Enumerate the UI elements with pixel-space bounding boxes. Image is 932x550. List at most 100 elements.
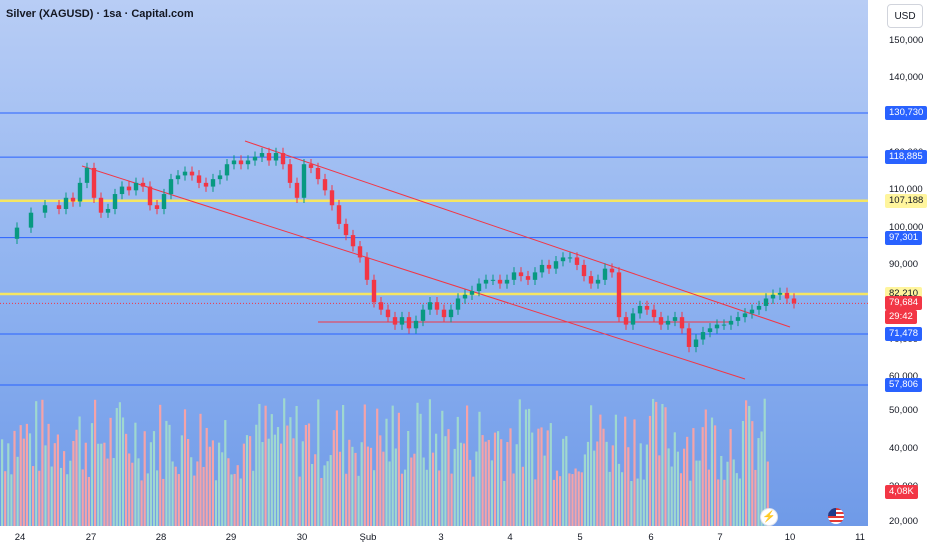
candle-body [455,298,461,310]
volume-bar [602,428,605,526]
volume-bar [270,414,273,526]
current-volume-label: 4,08K [885,485,918,499]
candle-body [490,279,496,281]
volume-bar [193,475,196,526]
volume-bar [397,412,400,526]
volume-bar [524,409,528,526]
candle-body [399,317,405,325]
candle-body [483,279,489,284]
volume-bar [72,440,75,526]
volume-bar [97,443,100,526]
candle-body [700,332,706,340]
volume-bar [245,435,249,526]
volume-bar [53,443,56,526]
volume-bar [391,405,394,526]
volume-bar [354,452,357,526]
volume-bar [56,434,59,526]
volume-bar [292,438,295,526]
volume-bar [1,439,4,526]
volume-bar [214,480,218,526]
volume-bar [394,448,397,526]
volume-bar [32,466,35,526]
candle-body [630,313,636,325]
volume-bar [140,480,143,526]
volume-bar [314,454,317,526]
volume-bar [689,480,692,526]
candle-body [644,305,650,310]
time-tick-label: 10 [784,532,796,543]
volume-bar [137,458,140,526]
candle-body [238,160,244,165]
volume-bar [28,433,32,526]
candle-body [791,298,797,304]
volume-bar [425,469,428,526]
volume-bar [81,469,84,526]
volume-bar [462,443,466,526]
candle-body [322,179,328,191]
volume-bar [608,471,611,526]
volume-bar [106,458,109,526]
price-tick-label: 110,000 [889,184,923,196]
level-price-label: 57,806 [885,378,923,392]
volume-bar [357,475,360,526]
volume-bar [152,431,156,526]
volume-bar [180,435,183,526]
candle-body [245,160,251,165]
volume-bar [205,427,208,526]
volume-bar [38,470,41,526]
volume-bar [388,461,391,526]
volume-bar [22,438,25,526]
volume-bar [469,459,472,526]
volume-bar [642,479,645,526]
candle-body [560,257,566,262]
candle-body [217,175,223,180]
candle-body [518,272,524,277]
trend-line-lower [81,165,746,380]
candle-body [462,294,468,299]
us-flag-icon[interactable] [828,508,844,524]
volume-bar [351,446,354,526]
volume-bar [766,461,769,526]
volume-bar [614,414,617,526]
volume-bar [103,442,106,526]
volume-bar [7,443,10,526]
volume-bar [472,476,475,526]
candle-body [406,317,412,329]
volume-bar [174,466,177,526]
volume-bar [131,462,134,526]
volume-bar [283,398,286,526]
candle-body [98,197,104,213]
current-price-label: 79,684 [885,296,923,311]
volume-bar [382,451,385,526]
volume-bar [289,417,292,526]
volume-bar [518,399,521,526]
volume-bar [304,424,307,526]
volume-bar [413,453,416,526]
candle-body [609,268,615,273]
lightning-icon[interactable]: ⚡ [760,508,778,526]
volume-bar [307,423,311,526]
candle-body [189,171,195,176]
volume-bar [44,445,47,526]
candle-body [42,205,48,213]
candle-body [665,320,671,325]
candle-body [231,160,237,165]
volume-bar [236,465,239,526]
volume-bar [78,416,81,526]
candle-body [336,205,342,224]
volume-bar [487,439,490,526]
volume-bar [676,451,679,526]
volume-bar [760,431,763,526]
candle-body [28,212,34,228]
time-tick-label: 3 [438,532,444,543]
candle-body [182,171,188,176]
volume-bar [261,442,264,526]
volume-bar [490,460,493,526]
volume-bar [621,472,624,526]
currency-button[interactable]: USD [887,4,923,28]
volume-bar [407,430,410,526]
volume-bar [115,408,118,526]
time-tick-label: 4 [507,532,513,543]
